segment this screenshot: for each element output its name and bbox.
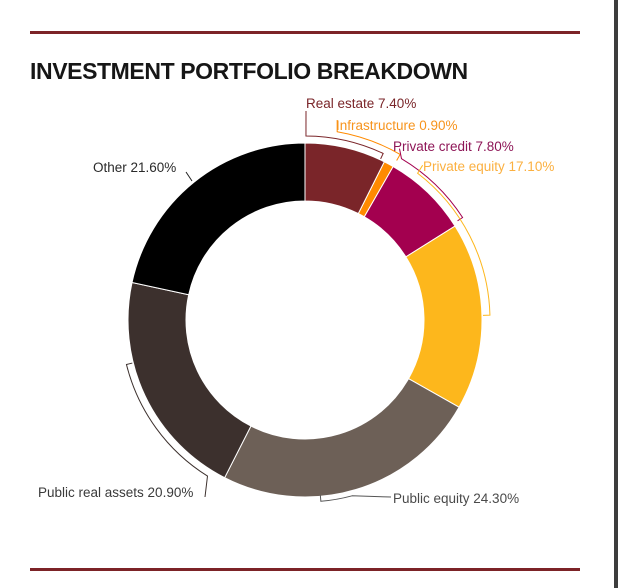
donut-slices (127, 142, 483, 498)
label-leaders (125, 110, 491, 502)
label-other: Other 21.60% (93, 160, 176, 175)
label-real-estate: Real estate 7.40% (306, 96, 416, 111)
bottom-divider (30, 568, 580, 571)
leader-other (185, 171, 193, 182)
leader-public-real-assets (125, 362, 209, 498)
label-private-credit: Private credit 7.80% (393, 139, 514, 154)
slice-public-real-assets (127, 281, 252, 479)
chart-title: INVESTMENT PORTFOLIO BREAKDOWN (30, 58, 468, 84)
slice-public-equity (223, 377, 460, 498)
label-private-equity: Private equity 17.10% (423, 159, 554, 174)
slice-private-equity (405, 225, 483, 408)
leader-infrastructure (336, 120, 401, 161)
label-public-real-assets: Public real assets 20.90% (38, 485, 193, 500)
leader-private-credit (398, 148, 464, 222)
label-public-equity: Public equity 24.30% (393, 491, 519, 506)
leader-public-equity (319, 495, 392, 502)
top-divider (30, 31, 580, 34)
label-infrastructure: Infrastructure 0.90% (336, 118, 458, 133)
slice-labels: Real estate 7.40% Infrastructure 0.90% Pri… (38, 96, 554, 506)
slice-other (131, 142, 306, 296)
leader-private-equity (416, 164, 491, 316)
scrollbar-edge (614, 0, 618, 588)
leader-real-estate (305, 110, 384, 160)
